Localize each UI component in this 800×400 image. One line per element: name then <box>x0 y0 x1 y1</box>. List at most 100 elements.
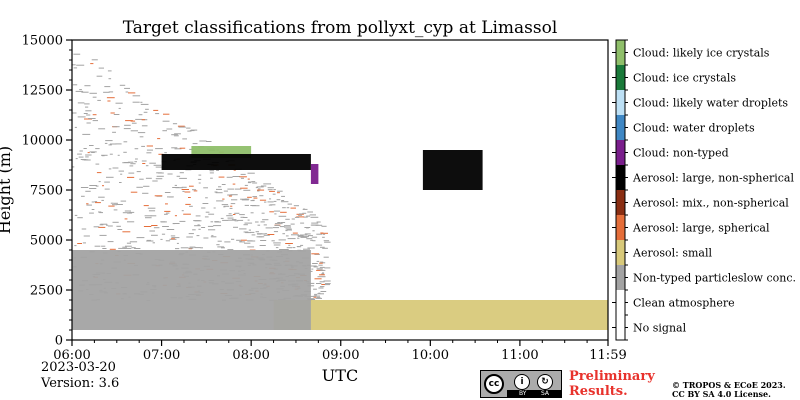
noise-speckle <box>78 156 84 158</box>
noise-speckle <box>90 63 94 65</box>
noise-speckle <box>193 190 198 192</box>
noise-speckle <box>144 215 152 217</box>
noise-speckle <box>123 128 131 130</box>
noise-speckle <box>244 204 249 206</box>
noise-speckle <box>96 172 102 174</box>
noise-speckle <box>106 97 115 99</box>
noise-speckle <box>83 148 87 149</box>
noise-speckle <box>231 238 235 240</box>
noise-speckle <box>81 195 85 197</box>
noise-speckle <box>165 240 171 242</box>
class-layer <box>310 164 319 184</box>
noise-speckle <box>263 234 270 236</box>
noise-speckle <box>201 227 206 228</box>
noise-speckle <box>80 187 89 188</box>
noise-speckle <box>107 225 113 227</box>
noise-speckle <box>293 205 299 207</box>
noise-speckle <box>146 240 154 242</box>
noise-speckle <box>115 102 123 104</box>
noise-speckle <box>273 231 278 233</box>
noise-speckle <box>215 192 223 194</box>
noise-speckle <box>128 92 136 94</box>
noise-speckle <box>255 231 259 233</box>
legend-swatch <box>616 190 625 215</box>
legend-swatch <box>616 115 625 140</box>
noise-speckle <box>171 147 178 149</box>
noise-speckle <box>319 286 325 288</box>
noise-speckle <box>181 189 189 190</box>
noise-speckle <box>269 190 275 192</box>
noise-speckle <box>140 101 143 103</box>
noise-speckle <box>85 106 89 108</box>
noise-speckle <box>197 224 200 226</box>
noise-speckle <box>162 226 169 227</box>
noise-speckle <box>244 184 248 186</box>
noise-speckle <box>230 203 236 205</box>
noise-speckle <box>91 59 98 61</box>
noise-speckle <box>132 101 140 103</box>
noise-speckle <box>316 260 320 262</box>
noise-speckle <box>273 242 281 244</box>
noise-speckle <box>314 278 322 280</box>
noise-speckle <box>290 223 295 225</box>
noise-speckle <box>202 203 209 204</box>
noise-speckle <box>272 193 276 195</box>
noise-speckle <box>155 166 164 168</box>
noise-speckle <box>320 246 325 248</box>
noise-speckle <box>145 217 152 219</box>
noise-speckle <box>248 181 252 183</box>
noise-speckle <box>209 170 215 172</box>
noise-speckle <box>256 236 263 238</box>
noise-speckle <box>145 165 149 167</box>
noise-speckle <box>234 220 239 222</box>
noise-speckle <box>106 176 114 178</box>
noise-speckle <box>313 266 319 268</box>
x-tick-label: 07:00 <box>143 348 180 363</box>
noise-speckle <box>82 242 86 244</box>
noise-speckle <box>148 210 156 212</box>
noise-speckle <box>79 89 82 91</box>
noise-speckle <box>239 176 247 178</box>
noise-speckle <box>113 202 118 204</box>
noise-speckle <box>124 247 132 249</box>
noise-speckle <box>179 172 184 174</box>
noise-speckle <box>87 152 90 154</box>
legend-label: Clean atmosphere <box>633 297 735 310</box>
noise-speckle <box>284 225 291 227</box>
noise-speckle <box>306 215 311 217</box>
noise-speckle <box>208 213 215 215</box>
noise-speckle <box>263 224 267 226</box>
noise-speckle <box>292 247 296 249</box>
noise-speckle <box>109 143 117 145</box>
noise-speckle <box>161 233 166 235</box>
noise-speckle <box>101 155 105 157</box>
noise-speckle <box>250 205 256 206</box>
noise-speckle <box>183 213 191 215</box>
noise-speckle <box>264 233 268 235</box>
noise-speckle <box>307 299 316 300</box>
noise-speckle <box>322 247 328 249</box>
noise-speckle <box>229 207 233 209</box>
sa-icon: ↻ <box>537 374 553 390</box>
noise-speckle <box>296 216 305 218</box>
noise-speckle <box>237 219 244 221</box>
noise-speckle <box>316 283 322 284</box>
legend-swatch <box>616 140 625 165</box>
noise-speckle <box>196 235 200 237</box>
noise-speckle <box>273 210 281 212</box>
noise-speckle <box>258 188 261 190</box>
noise-speckle <box>174 215 177 217</box>
noise-speckle <box>107 241 114 243</box>
legend-swatch <box>616 65 625 90</box>
noise-speckle <box>299 234 308 236</box>
legend-swatch <box>616 40 625 65</box>
noise-speckle <box>95 185 99 187</box>
noise-speckle <box>194 225 201 227</box>
copyright-line1: © TROPOS & ECoE 2023. <box>672 380 786 390</box>
noise-speckle <box>117 154 120 156</box>
y-tick-label: 15000 <box>22 34 63 49</box>
noise-speckle <box>304 233 311 235</box>
noise-speckle <box>82 159 89 161</box>
noise-speckle <box>112 131 116 133</box>
noise-speckle <box>318 287 324 289</box>
